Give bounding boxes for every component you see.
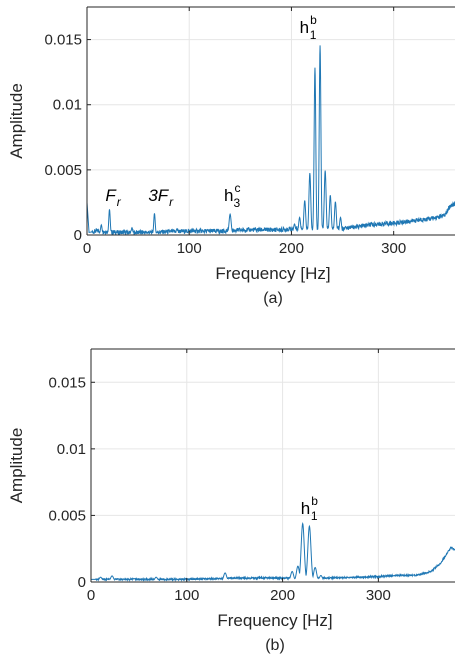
spectrum-line bbox=[87, 45, 455, 235]
chart-b: 0 100 200 300 0 0.005 0.01 0.015 Frequency [Hz] A… bbox=[7, 348, 455, 654]
plot-area bbox=[87, 7, 455, 235]
x-tick-label: 100 bbox=[174, 587, 199, 604]
caption: (a) bbox=[263, 290, 283, 307]
chart-a: 0 100 200 300 0 0.005 0.01 0.015 Frequency [Hz] A… bbox=[7, 6, 455, 307]
x-tick-label: 200 bbox=[270, 587, 295, 604]
y-tick-label: 0.015 bbox=[48, 374, 86, 391]
peak-annotation: 3Fr bbox=[148, 186, 174, 209]
caption: (b) bbox=[265, 637, 285, 654]
x-axis-label: Frequency [Hz] bbox=[215, 264, 330, 283]
peak-annotation: hb 1 bbox=[301, 494, 318, 523]
peak-annotation: hb 1 bbox=[300, 13, 317, 42]
x-tick-label: 300 bbox=[381, 240, 406, 257]
x-tick-label: 100 bbox=[177, 240, 202, 257]
y-tick-label: 0.01 bbox=[53, 97, 82, 114]
y-axis-label: Amplitude bbox=[7, 83, 26, 159]
plot-area bbox=[91, 349, 455, 582]
y-tick-label: 0 bbox=[78, 574, 86, 591]
peak-annotation: Fr bbox=[105, 186, 121, 209]
x-tick-label: 0 bbox=[87, 587, 95, 604]
x-tick-label: 200 bbox=[279, 240, 304, 257]
y-tick-label: 0.01 bbox=[57, 441, 86, 458]
y-tick-label: 0.005 bbox=[48, 507, 86, 524]
y-tick-label: 0.005 bbox=[44, 162, 82, 179]
spectrum-line bbox=[91, 521, 455, 582]
x-axis-label: Frequency [Hz] bbox=[217, 611, 332, 630]
x-tick-label: 300 bbox=[366, 587, 391, 604]
y-tick-label: 0 bbox=[74, 227, 82, 244]
y-tick-label: 0.015 bbox=[44, 32, 82, 49]
y-axis-label: Amplitude bbox=[7, 428, 26, 504]
x-tick-label: 0 bbox=[83, 240, 91, 257]
peak-annotation: hc 3 bbox=[224, 181, 240, 210]
